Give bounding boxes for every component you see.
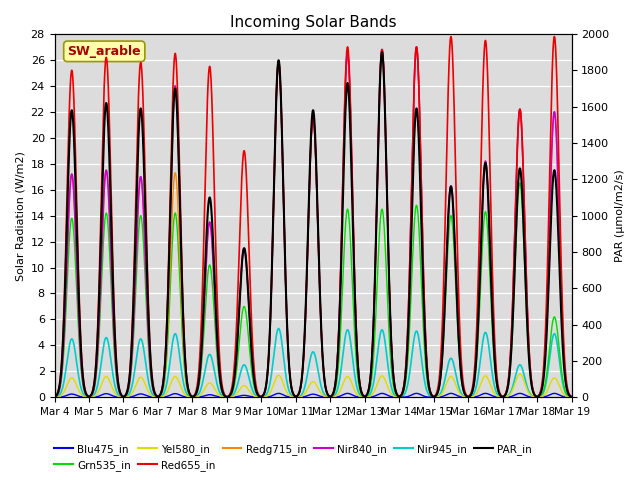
Blu475_in: [502, 395, 509, 400]
PAR_in: [378, 49, 386, 55]
Blu475_in: [109, 393, 117, 399]
Grn535_in: [271, 132, 279, 138]
Red655_in: [550, 34, 558, 39]
Nir945_in: [249, 388, 257, 394]
Legend: Blu475_in, Grn535_in, Yel580_in, Red655_in, Redg715_in, Nir840_in, Nir945_in, PA: Blu475_in, Grn535_in, Yel580_in, Red655_…: [50, 439, 536, 475]
Yel580_in: [413, 107, 420, 112]
Blu475_in: [558, 393, 566, 399]
PAR_in: [271, 124, 279, 130]
Text: SW_arable: SW_arable: [67, 45, 141, 58]
Red655_in: [223, 394, 231, 400]
Blu475_in: [550, 391, 558, 396]
PAR_in: [140, 171, 148, 177]
Nir945_in: [275, 325, 282, 331]
Redg715_in: [413, 44, 420, 50]
PAR_in: [502, 391, 510, 396]
Title: Incoming Solar Bands: Incoming Solar Bands: [230, 15, 396, 30]
Yel580_in: [249, 392, 257, 398]
PAR_in: [223, 394, 231, 400]
Nir945_in: [109, 375, 117, 381]
Yel580_in: [502, 394, 510, 400]
Nir840_in: [271, 126, 279, 132]
Red655_in: [140, 136, 148, 142]
Nir945_in: [140, 349, 148, 355]
Nir840_in: [51, 394, 58, 400]
PAR_in: [249, 367, 257, 372]
Nir945_in: [558, 375, 566, 381]
Nir945_in: [568, 394, 575, 400]
Nir840_in: [413, 44, 420, 50]
Redg715_in: [249, 367, 257, 372]
Line: Nir945_in: Nir945_in: [54, 328, 572, 397]
Yel580_in: [568, 395, 575, 400]
PAR_in: [568, 394, 575, 400]
Yel580_in: [558, 388, 566, 394]
Nir945_in: [502, 394, 510, 400]
Yel580_in: [109, 388, 117, 394]
Yel580_in: [271, 377, 279, 383]
Redg715_in: [271, 126, 279, 132]
Grn535_in: [109, 335, 117, 341]
Grn535_in: [568, 394, 575, 400]
Red655_in: [568, 394, 575, 399]
Nir945_in: [51, 394, 58, 400]
Line: Yel580_in: Yel580_in: [54, 109, 572, 397]
PAR_in: [558, 324, 566, 330]
Yel580_in: [223, 395, 231, 400]
Y-axis label: PAR (μmol/m2/s): PAR (μmol/m2/s): [615, 169, 625, 262]
Nir840_in: [249, 367, 257, 372]
Red655_in: [558, 283, 566, 289]
Nir840_in: [558, 307, 566, 312]
Nir840_in: [109, 321, 117, 327]
Nir840_in: [568, 394, 575, 400]
Redg715_in: [558, 307, 566, 312]
Grn535_in: [502, 391, 509, 397]
Blu475_in: [51, 395, 58, 400]
PAR_in: [51, 394, 58, 400]
Blu475_in: [271, 391, 279, 397]
Redg715_in: [140, 224, 148, 230]
Redg715_in: [109, 321, 117, 327]
Line: Nir840_in: Nir840_in: [54, 47, 572, 397]
Red655_in: [249, 348, 257, 354]
Redg715_in: [51, 394, 58, 400]
Redg715_in: [568, 394, 575, 400]
Line: Grn535_in: Grn535_in: [54, 62, 572, 397]
Grn535_in: [51, 394, 58, 400]
Redg715_in: [223, 394, 231, 400]
Red655_in: [271, 125, 279, 131]
Blu475_in: [568, 395, 575, 400]
Nir945_in: [223, 395, 231, 400]
Line: Redg715_in: Redg715_in: [54, 47, 572, 397]
Blu475_in: [249, 394, 257, 400]
PAR_in: [109, 300, 117, 305]
Blu475_in: [140, 392, 148, 397]
Grn535_in: [249, 376, 257, 382]
Line: Red655_in: Red655_in: [54, 36, 572, 397]
Nir840_in: [502, 390, 510, 396]
Nir945_in: [271, 339, 279, 345]
Line: Blu475_in: Blu475_in: [54, 394, 572, 397]
Line: PAR_in: PAR_in: [54, 52, 572, 397]
Grn535_in: [140, 254, 148, 260]
Nir840_in: [140, 224, 148, 230]
Red655_in: [51, 394, 58, 400]
Y-axis label: Solar Radiation (W/m2): Solar Radiation (W/m2): [15, 151, 25, 280]
Nir840_in: [223, 394, 231, 400]
Red655_in: [502, 390, 509, 396]
Grn535_in: [275, 60, 282, 65]
Red655_in: [109, 285, 117, 290]
Blu475_in: [223, 395, 231, 400]
Redg715_in: [502, 390, 510, 396]
Yel580_in: [140, 379, 148, 384]
Grn535_in: [557, 368, 565, 374]
Yel580_in: [51, 395, 58, 400]
